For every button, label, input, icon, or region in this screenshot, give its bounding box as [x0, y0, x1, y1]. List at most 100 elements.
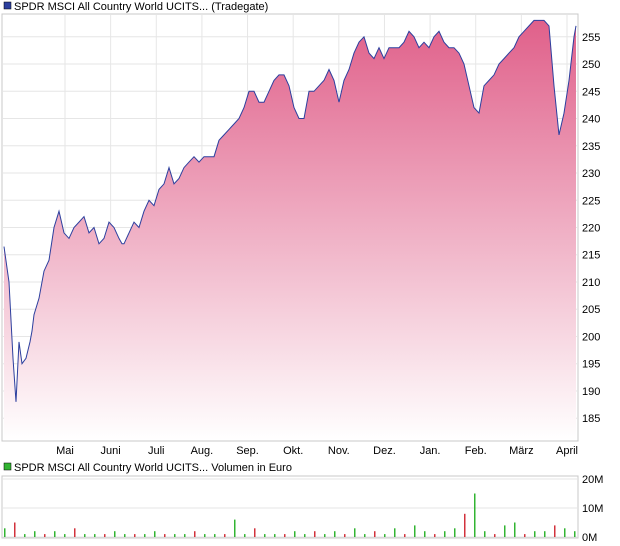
- volume-bar: [424, 531, 426, 537]
- price-y-tick-label: 255: [582, 32, 600, 44]
- volume-bar: [574, 531, 576, 537]
- volume-bar: [554, 525, 556, 537]
- price-y-tick-label: 240: [582, 114, 600, 126]
- volume-bar: [224, 534, 226, 537]
- volume-bar: [344, 534, 346, 537]
- volume-bar: [174, 534, 176, 537]
- price-x-tick-label: Aug.: [191, 445, 214, 457]
- volume-bar: [74, 528, 76, 537]
- price-y-tick-label: 210: [582, 277, 600, 289]
- volume-bar: [164, 534, 166, 537]
- volume-bar: [364, 534, 366, 537]
- volume-bar: [4, 528, 6, 537]
- price-x-tick-label: März: [509, 445, 533, 457]
- price-y-tick-label: 190: [582, 386, 600, 398]
- volume-bar: [134, 534, 136, 537]
- price-y-tick-label: 245: [582, 86, 600, 98]
- volume-bar: [514, 522, 516, 537]
- volume-bar: [304, 534, 306, 537]
- price-y-tick-label: 250: [582, 59, 600, 71]
- volume-bar: [334, 531, 336, 537]
- price-area-fill: [4, 20, 576, 441]
- price-y-tick-label: 185: [582, 413, 600, 425]
- volume-bar: [194, 531, 196, 537]
- price-x-tick-label: Dez.: [373, 445, 396, 457]
- price-x-tick-label: Juli: [148, 445, 165, 457]
- volume-legend-swatch: [3, 462, 12, 471]
- volume-bar: [184, 534, 186, 537]
- volume-grid: [3, 478, 577, 538]
- volume-bar: [544, 531, 546, 537]
- volume-plot-area: [1, 475, 579, 539]
- volume-bar: [314, 531, 316, 537]
- volume-bar: [124, 534, 126, 537]
- volume-bar: [504, 525, 506, 537]
- price-area: [3, 19, 577, 441]
- volume-bar: [54, 531, 56, 537]
- volume-legend-text: SPDR MSCI All Country World UCITS... Vol…: [14, 462, 292, 474]
- volume-bar: [64, 534, 66, 537]
- volume-y-axis: 0M 10M 20M: [582, 474, 603, 544]
- volume-bar: [524, 534, 526, 537]
- volume-bar: [114, 531, 116, 537]
- price-x-tick-label: Nov.: [328, 445, 350, 457]
- price-y-tick-label: 230: [582, 168, 600, 180]
- price-y-tick-label: 215: [582, 250, 600, 262]
- price-line: [3, 19, 577, 402]
- volume-bar: [494, 534, 496, 537]
- volume-bar: [104, 534, 106, 537]
- volume-bar: [94, 534, 96, 537]
- volume-bar: [484, 531, 486, 537]
- volume-bar: [234, 519, 236, 537]
- volume-bar: [144, 534, 146, 537]
- volume-bar: [14, 522, 16, 537]
- volume-bar: [244, 534, 246, 537]
- volume-bar: [464, 513, 466, 537]
- volume-bar: [374, 531, 376, 537]
- volume-bar: [294, 531, 296, 537]
- volume-bar: [474, 493, 476, 537]
- price-x-tick-label: Sep.: [236, 445, 259, 457]
- volume-bars: [4, 493, 576, 537]
- price-x-tick-label: Jan.: [420, 445, 441, 457]
- volume-bar: [274, 534, 276, 537]
- volume-bar: [154, 531, 156, 537]
- volume-bar: [84, 534, 86, 537]
- price-legend-swatch: [3, 1, 12, 10]
- volume-bar: [384, 534, 386, 537]
- volume-bar: [324, 534, 326, 537]
- price-y-tick-label: 205: [582, 304, 600, 316]
- price-x-tick-label: Mai: [56, 445, 74, 457]
- volume-bar: [254, 528, 256, 537]
- volume-y-tick-label: 0M: [582, 532, 597, 544]
- volume-bar: [214, 534, 216, 537]
- volume-bar: [434, 534, 436, 537]
- price-y-tick-label: 225: [582, 195, 600, 207]
- price-x-tick-label: Juni: [101, 445, 121, 457]
- price-legend-text: SPDR MSCI All Country World UCITS... (Tr…: [14, 1, 268, 13]
- volume-bar: [404, 534, 406, 537]
- volume-bar: [454, 528, 456, 537]
- volume-bar: [284, 534, 286, 537]
- volume-bar: [394, 528, 396, 537]
- price-x-tick-label: Feb.: [465, 445, 487, 457]
- volume-bar: [34, 531, 36, 537]
- price-y-tick-label: 235: [582, 141, 600, 153]
- price-y-tick-label: 200: [582, 331, 600, 343]
- volume-bar: [24, 534, 26, 537]
- volume-y-tick-label: 10M: [582, 503, 603, 515]
- volume-bar: [534, 531, 536, 537]
- volume-bar: [564, 528, 566, 537]
- volume-bar: [264, 534, 266, 537]
- volume-bar: [204, 534, 206, 537]
- volume-bar: [354, 528, 356, 537]
- price-y-tick-label: 220: [582, 223, 600, 235]
- price-x-tick-label: April: [556, 445, 578, 457]
- price-y-tick-label: 195: [582, 359, 600, 371]
- price-x-axis: Mai Juni Juli Aug. Sep. Okt. Nov. Dez. Jan. Feb. M…: [56, 445, 578, 457]
- volume-bar: [414, 525, 416, 537]
- volume-bar: [44, 534, 46, 537]
- price-x-tick-label: Okt.: [283, 445, 303, 457]
- volume-y-tick-label: 20M: [582, 474, 603, 486]
